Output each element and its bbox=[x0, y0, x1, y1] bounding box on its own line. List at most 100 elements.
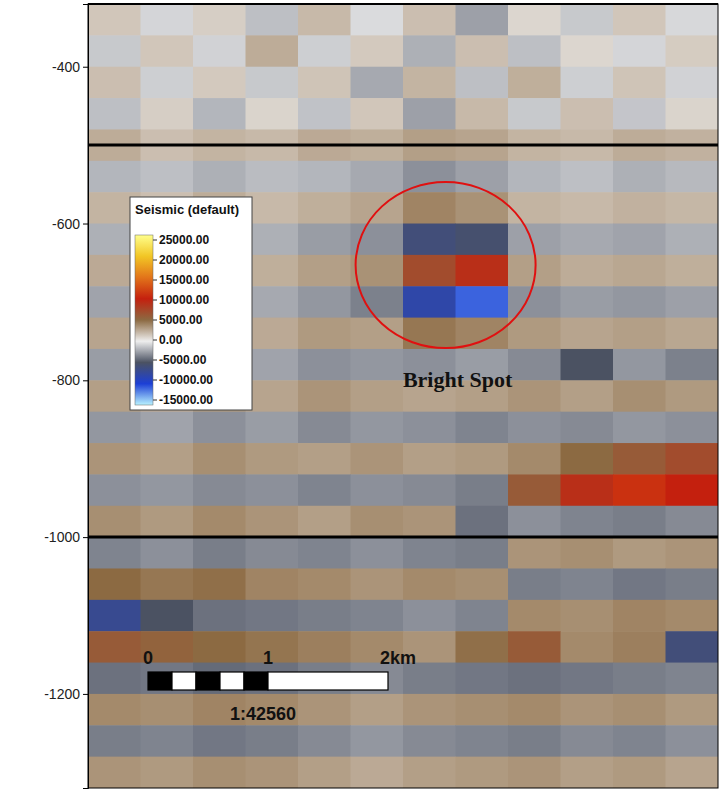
scale-bar-label: 1 bbox=[263, 648, 273, 668]
scale-bar-segment bbox=[148, 672, 172, 690]
cell bbox=[403, 318, 456, 350]
cell bbox=[298, 4, 351, 36]
cell bbox=[246, 224, 299, 256]
cell bbox=[561, 506, 614, 538]
cell bbox=[141, 600, 194, 632]
cell bbox=[298, 349, 351, 381]
y-axis-line bbox=[83, 5, 89, 789]
cell bbox=[456, 600, 509, 632]
cell bbox=[666, 380, 719, 412]
cell bbox=[88, 725, 141, 757]
cell bbox=[666, 506, 719, 538]
plot-background bbox=[88, 4, 718, 788]
cell bbox=[246, 600, 299, 632]
y-tick: -1000 bbox=[44, 529, 88, 545]
cell bbox=[508, 192, 561, 224]
cell bbox=[246, 67, 299, 99]
cell bbox=[298, 537, 351, 569]
y-tick: -400 bbox=[52, 59, 88, 75]
cell bbox=[351, 286, 404, 318]
cell bbox=[298, 224, 351, 256]
cell bbox=[508, 443, 561, 475]
cell bbox=[403, 67, 456, 99]
y-tick-label: -1200 bbox=[44, 686, 80, 702]
cell bbox=[88, 67, 141, 99]
cell bbox=[193, 4, 246, 36]
cell bbox=[508, 600, 561, 632]
cell bbox=[351, 380, 404, 412]
cell bbox=[88, 600, 141, 632]
cell bbox=[298, 725, 351, 757]
cell bbox=[508, 4, 561, 36]
y-tick-label: -1000 bbox=[44, 529, 80, 545]
cell bbox=[298, 98, 351, 130]
cell bbox=[456, 67, 509, 99]
cell bbox=[456, 412, 509, 444]
cell bbox=[666, 663, 719, 695]
cell bbox=[88, 568, 141, 600]
cell bbox=[298, 380, 351, 412]
cell bbox=[193, 600, 246, 632]
cell bbox=[88, 757, 141, 788]
cell bbox=[246, 349, 299, 381]
cell bbox=[666, 537, 719, 569]
cell bbox=[666, 224, 719, 256]
cell bbox=[508, 161, 561, 193]
cell bbox=[88, 98, 141, 130]
cell bbox=[88, 663, 141, 695]
cell bbox=[298, 443, 351, 475]
cell bbox=[613, 35, 666, 67]
annotation-text: Bright Spot bbox=[403, 367, 513, 392]
cell bbox=[193, 568, 246, 600]
colorbar-tick-label: 25000.00 bbox=[159, 233, 209, 247]
cell bbox=[666, 349, 719, 381]
cell bbox=[351, 98, 404, 130]
cell bbox=[456, 757, 509, 788]
cell bbox=[508, 537, 561, 569]
colorbar-tick bbox=[153, 380, 157, 381]
cell bbox=[508, 35, 561, 67]
cell bbox=[351, 600, 404, 632]
cell bbox=[613, 600, 666, 632]
cell bbox=[403, 506, 456, 538]
cell bbox=[666, 161, 719, 193]
cell bbox=[613, 318, 666, 350]
cell bbox=[246, 192, 299, 224]
cell bbox=[561, 474, 614, 506]
cell bbox=[456, 631, 509, 663]
cell bbox=[403, 757, 456, 788]
cell bbox=[351, 694, 404, 726]
cell bbox=[403, 4, 456, 36]
cell bbox=[193, 67, 246, 99]
cell bbox=[561, 663, 614, 695]
cell bbox=[666, 67, 719, 99]
cell bbox=[246, 318, 299, 350]
chart: -400-600-800-1000-1200Bright SpotSeismic… bbox=[0, 0, 727, 792]
cell bbox=[561, 67, 614, 99]
y-tick-label: -400 bbox=[52, 59, 80, 75]
cell bbox=[666, 98, 719, 130]
horizon bbox=[88, 536, 718, 539]
colorbar-tick bbox=[153, 320, 157, 321]
cell bbox=[508, 725, 561, 757]
scale-bar-segment bbox=[220, 672, 244, 690]
cell bbox=[298, 286, 351, 318]
colorbar-tick bbox=[153, 360, 157, 361]
cell bbox=[613, 380, 666, 412]
cell bbox=[666, 631, 719, 663]
cell bbox=[88, 537, 141, 569]
cell bbox=[351, 443, 404, 475]
y-axis: -400-600-800-1000-1200 bbox=[44, 5, 88, 789]
cell bbox=[246, 255, 299, 287]
cell bbox=[561, 161, 614, 193]
cell bbox=[508, 67, 561, 99]
cell bbox=[456, 98, 509, 130]
cell bbox=[298, 694, 351, 726]
cell bbox=[403, 725, 456, 757]
cell bbox=[298, 600, 351, 632]
cell bbox=[561, 255, 614, 287]
cell bbox=[456, 161, 509, 193]
scale-bar-segment bbox=[172, 672, 196, 690]
cell bbox=[456, 568, 509, 600]
cell bbox=[141, 4, 194, 36]
